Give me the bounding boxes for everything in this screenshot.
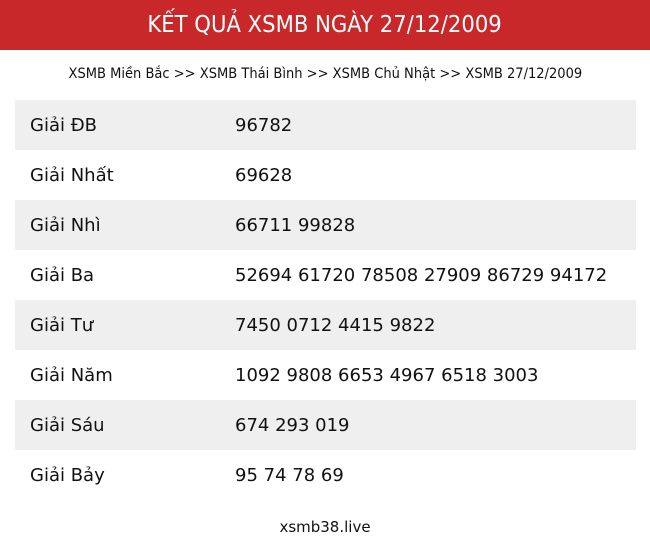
breadcrumb: XSMB Miền Bắc >> XSMB Thái Bình >> XSMB … <box>0 66 650 82</box>
prize-value: 1092 9808 6653 4967 6518 3003 <box>235 364 539 386</box>
page-title: KẾT QUẢ XSMB NGÀY 27/12/2009 <box>147 12 503 38</box>
breadcrumb-separator: >> <box>306 66 329 82</box>
prize-value: 66711 99828 <box>235 200 636 250</box>
table-row: Giải Bảy 95 74 78 69 <box>15 450 636 500</box>
prize-value: 95 74 78 69 <box>235 464 344 486</box>
prize-label: Giải Nhì <box>15 200 235 250</box>
prize-label: Giải Ba <box>30 264 95 286</box>
footer-site: xsmb38.live <box>279 518 371 536</box>
prize-label: Giải Năm <box>30 364 113 386</box>
table-row: Giải Nhì 66711 99828 <box>15 200 636 250</box>
page-header: KẾT QUẢ XSMB NGÀY 27/12/2009 <box>0 0 650 50</box>
prize-value: 69628 <box>235 164 293 186</box>
breadcrumb-mien-bac[interactable]: XSMB Miền Bắc <box>68 66 170 82</box>
table-row: Giải Tư 7450 0712 4415 9822 <box>15 300 636 350</box>
prize-label: Giải Sáu <box>15 400 235 450</box>
table-row: Giải ĐB 96782 <box>15 100 636 150</box>
breadcrumb-date[interactable]: XSMB 27/12/2009 <box>465 66 582 82</box>
table-row: Giải Ba 52694 61720 78508 27909 86729 941… <box>15 250 636 300</box>
breadcrumb-separator: >> <box>173 66 196 82</box>
breadcrumb-chu-nhat[interactable]: XSMB Chủ Nhật <box>332 66 435 82</box>
prize-label: Giải ĐB <box>15 100 235 150</box>
prize-value: 52694 61720 78508 27909 86729 94172 <box>235 264 608 286</box>
prize-value: 674 293 019 <box>235 400 636 450</box>
prize-label: Giải Nhất <box>30 164 114 186</box>
table-row: Giải Sáu 674 293 019 <box>15 400 636 450</box>
results-table: Giải ĐB 96782 Giải Nhất 69628 Giải Nhì 6671… <box>15 100 636 500</box>
breadcrumb-thai-binh[interactable]: XSMB Thái Bình <box>199 66 303 82</box>
breadcrumb-separator: >> <box>438 66 461 82</box>
prize-value: 7450 0712 4415 9822 <box>235 300 636 350</box>
prize-label: Giải Bảy <box>30 464 105 486</box>
prize-value: 96782 <box>235 100 636 150</box>
table-row: Giải Năm 1092 9808 6653 4967 6518 3003 <box>15 350 636 400</box>
prize-label: Giải Tư <box>15 300 235 350</box>
table-row: Giải Nhất 69628 <box>15 150 636 200</box>
